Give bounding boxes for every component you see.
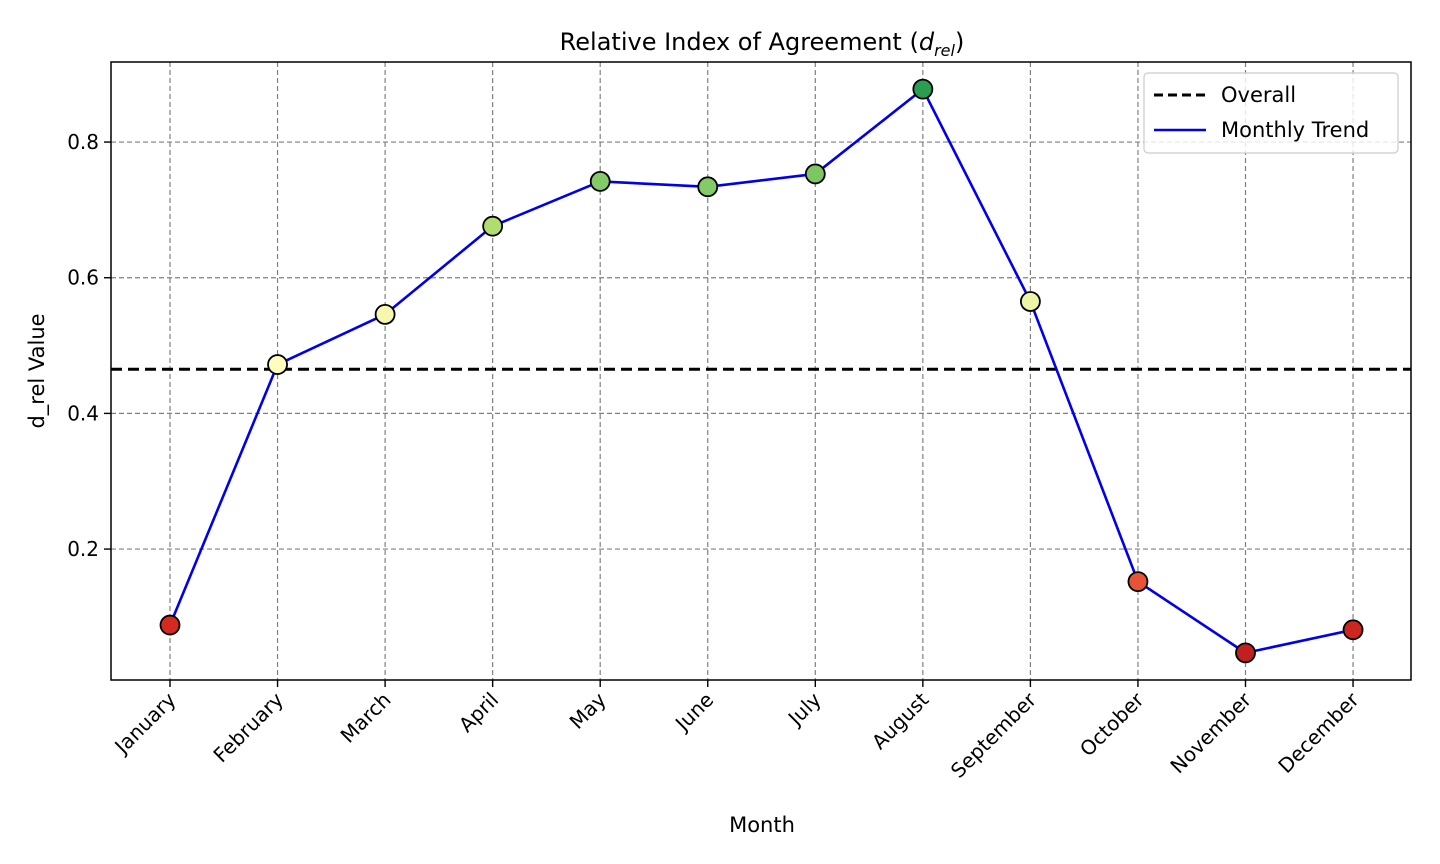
series-line-monthly-trend [168,87,1354,655]
x-tick-label-june: June [669,688,718,737]
y-axis-ticks: 0.2 0.4 0.6 0.8 [67,130,111,561]
legend-label-overall: Overall [1221,83,1296,107]
chart-title: Relative Index of Agreement (drel) [560,28,965,60]
x-axis-label: Month [729,813,795,837]
data-point-june [697,176,719,198]
chart-title-subscript: rel [934,41,955,60]
x-tick-label-may: May [565,687,611,733]
plot-frame [110,61,1412,681]
series-layer [168,87,1354,655]
y-tick-label-0-4: 0.4 [67,401,99,425]
chart-title-symbol: d [919,28,935,56]
x-axis-ticks: January February March April May June July Augu… [109,680,1364,783]
y-tick-label-0-2: 0.2 [67,537,99,561]
data-point-august [912,78,934,100]
x-tick-label-august: August [867,687,934,754]
legend-box [1143,72,1399,154]
y-tick-label-0-8: 0.8 [67,130,99,154]
marker-layer [159,78,1364,664]
chart-title-main: Relative Index of Agreement ( [560,28,919,56]
data-point-february [267,354,288,375]
data-point-january [159,614,181,636]
x-tick-label-february: February [208,687,288,767]
y-axis-label: d_rel Value [25,313,50,428]
data-point-september [1020,291,1041,312]
x-tick-label-november: November [1165,687,1256,778]
data-point-may [589,170,611,192]
data-point-march [374,303,396,325]
data-point-december [1342,619,1364,641]
legend: Overall Monthly Trend [1143,72,1399,154]
x-tick-label-july: July [782,687,826,731]
x-tick-label-january: January [109,687,181,759]
data-point-october [1127,571,1149,593]
plot-area [111,62,1411,680]
y-tick-label-0-6: 0.6 [67,266,99,290]
chart-title-suffix: ) [955,28,964,56]
x-tick-label-october: October [1075,687,1149,761]
data-point-april [482,215,504,237]
data-point-july [804,163,826,185]
legend-label-monthly-trend: Monthly Trend [1221,118,1369,142]
x-tick-label-december: December [1273,687,1364,778]
x-tick-label-march: March [336,688,396,748]
x-tick-label-september: September [946,687,1042,783]
grid [111,62,1411,680]
x-tick-label-april: April [454,688,503,737]
data-point-november [1235,642,1256,664]
